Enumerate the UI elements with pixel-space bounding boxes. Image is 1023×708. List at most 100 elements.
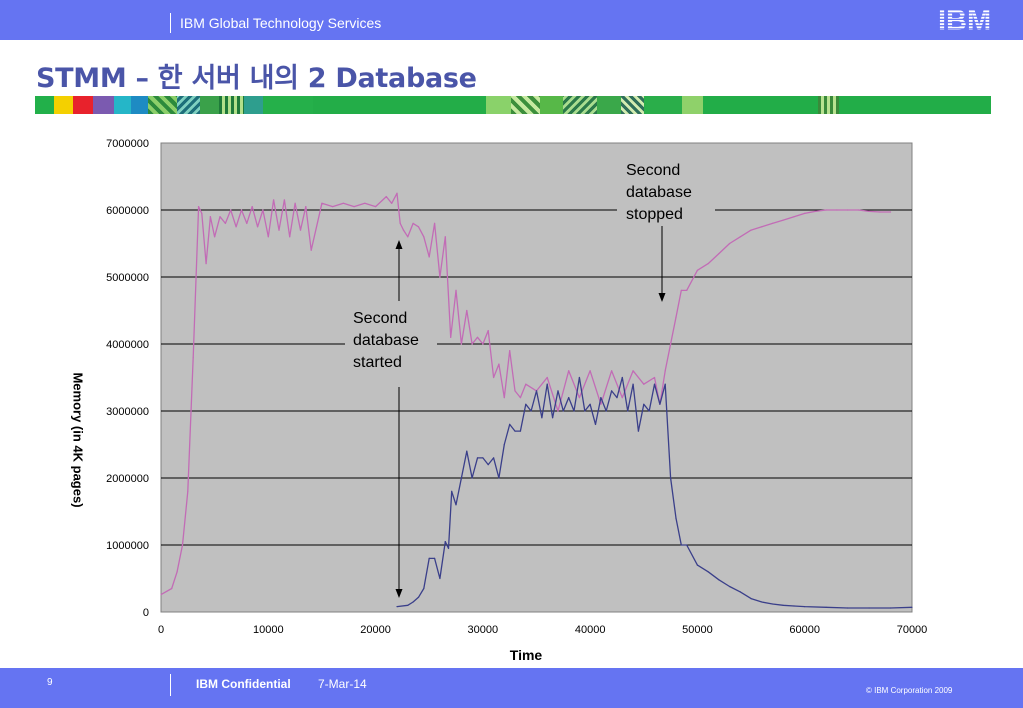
data-point (407, 604, 409, 606)
data-point (519, 397, 522, 399)
data-point (637, 430, 640, 432)
data-point (568, 397, 570, 399)
data-point (171, 587, 173, 590)
data-point (197, 206, 200, 208)
data-point (396, 606, 398, 608)
data-point (439, 276, 441, 278)
data-point (750, 229, 752, 231)
data-point (439, 577, 441, 580)
data-point (825, 606, 827, 608)
data-point (686, 289, 688, 291)
data-point (423, 587, 425, 590)
x-tick-labels: 0 10000 20000 30000 40000 50000 60000 70000 (158, 624, 927, 636)
data-point (503, 397, 505, 399)
data-point (621, 376, 623, 379)
data-point (793, 216, 795, 218)
data-point (342, 202, 344, 204)
data-point (653, 376, 656, 379)
x-tick-label: 40000 (575, 624, 606, 636)
data-point (648, 410, 650, 412)
data-point (632, 370, 634, 372)
data-point (664, 383, 666, 385)
data-point (181, 544, 184, 546)
data-point (707, 263, 709, 265)
svg-text:Second database: Second database stopped (626, 162, 696, 223)
y-tick-label: 6000000 (106, 205, 149, 217)
copyright: © IBM Corporation 2009 (866, 686, 953, 695)
data-point (476, 336, 479, 338)
data-point (659, 403, 661, 405)
data-point (707, 571, 709, 573)
data-point (289, 236, 291, 238)
data-point (611, 370, 613, 372)
data-point (278, 229, 280, 231)
data-point (825, 209, 827, 211)
data-point (729, 585, 731, 588)
data-point (643, 383, 645, 385)
data-point (471, 343, 473, 345)
data-point (412, 601, 414, 603)
data-point (750, 598, 752, 600)
data-point (423, 236, 425, 238)
x-tick-label: 20000 (360, 624, 391, 636)
y-tick-label: 5000000 (106, 272, 149, 284)
data-point (696, 269, 699, 271)
data-point (428, 256, 430, 258)
footer-date: 7-Mar-14 (318, 677, 367, 691)
data-point (224, 222, 226, 224)
data-point (514, 390, 516, 392)
data-point (160, 593, 162, 596)
data-point (305, 206, 307, 208)
x-tick-label: 60000 (789, 624, 820, 636)
data-point (847, 209, 849, 211)
data-point (240, 209, 243, 211)
data-point (262, 209, 264, 211)
data-point (525, 383, 527, 385)
data-point (600, 403, 602, 405)
data-point (729, 242, 731, 245)
data-point (482, 343, 484, 345)
data-point (299, 229, 302, 231)
data-point (782, 604, 784, 606)
data-point (492, 376, 495, 379)
data-point (219, 216, 221, 218)
data-point (557, 410, 559, 412)
plot-area (160, 142, 913, 613)
data-point (771, 603, 774, 605)
data-point (192, 356, 194, 358)
data-point (503, 443, 505, 446)
memory-line-chart: 0 1000000 2000000 3000000 4000000 5000000 6000… (106, 138, 927, 663)
data-point (868, 210, 870, 212)
y-tick-label: 1000000 (106, 540, 149, 552)
data-point (605, 410, 607, 412)
y-tick-label: 2000000 (106, 473, 149, 485)
annotation-started-line-3: started (353, 354, 402, 371)
data-point (310, 249, 312, 251)
data-point (283, 199, 285, 201)
annotation-stopped-line-2: database (626, 184, 692, 201)
y-tick-label: 3000000 (106, 406, 149, 418)
data-point (267, 236, 269, 238)
data-point (417, 226, 420, 228)
data-point (201, 212, 203, 214)
data-point (498, 477, 500, 479)
data-point (546, 376, 548, 379)
data-point (385, 196, 387, 198)
svg-text:Second database: Second database started (353, 310, 423, 371)
data-point (771, 222, 774, 224)
annotation-stopped-line-1: Second (626, 162, 680, 179)
footer-separator (170, 674, 171, 696)
x-tick-label: 0 (158, 624, 164, 636)
data-point (680, 289, 682, 291)
data-point (514, 430, 516, 432)
data-point (209, 216, 211, 218)
data-point (584, 410, 586, 412)
annotation-second-database-started: Second database started (345, 240, 437, 598)
data-point (793, 605, 795, 607)
data-point (273, 199, 275, 201)
data-point (294, 202, 296, 204)
data-point (509, 350, 511, 352)
data-point (557, 390, 559, 392)
header-separator (170, 13, 171, 33)
ibm-logo-icon: IBM (938, 5, 991, 34)
